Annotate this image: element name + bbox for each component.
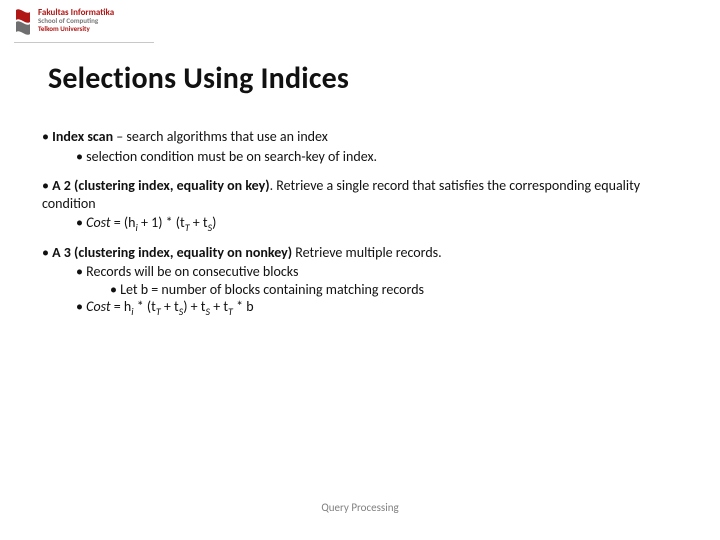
- bullet-a3-cost: Cost = hi * (tT + tS) + tS + tT * b: [76, 298, 678, 316]
- bullet-a3-rest: Retrieve multiple records.: [292, 244, 442, 261]
- bullet-group-a3: A 3 (clustering index, equality on nonke…: [42, 244, 678, 316]
- slide-title: Selections Using Indices: [48, 60, 349, 97]
- bullet-a2-cost: Cost = (hi + 1) * (tT + tS): [76, 214, 678, 232]
- bullet-a1: Index scan – search algorithms that use …: [42, 128, 678, 146]
- logo: Fakultas Informatika School of Computing…: [14, 8, 114, 38]
- bullet-a2-lead: A 2 (clustering index, equality on key): [52, 177, 269, 194]
- bullet-a3-s1: Records will be on consecutive blocks: [76, 263, 678, 281]
- bullet-group-a2: A 2 (clustering index, equality on key).…: [42, 177, 678, 232]
- bullet-a2: A 2 (clustering index, equality on key).…: [42, 177, 678, 212]
- bullet-a3: A 3 (clustering index, equality on nonke…: [42, 244, 678, 262]
- cost-label: Cost: [86, 214, 110, 231]
- bullet-a3-s1a: Let b = number of blocks containing matc…: [110, 281, 678, 299]
- bullet-a3-lead: A 3 (clustering index, equality on nonke…: [52, 244, 292, 261]
- logo-underline: [14, 42, 154, 43]
- footer-text: Query Processing: [0, 501, 720, 514]
- bullet-a1-rest: – search algorithms that use an index: [113, 128, 328, 145]
- slide-body: Index scan – search algorithms that use …: [42, 128, 678, 328]
- logo-mark-icon: [14, 8, 32, 38]
- logo-text: Fakultas Informatika School of Computing…: [38, 8, 114, 32]
- bullet-a1-sub: selection condition must be on search-ke…: [76, 148, 678, 166]
- cost-label: Cost: [86, 298, 110, 315]
- logo-line3: Telkom University: [38, 25, 114, 32]
- bullet-group-index-scan: Index scan – search algorithms that use …: [42, 128, 678, 165]
- bullet-a1-lead: Index scan: [52, 128, 113, 145]
